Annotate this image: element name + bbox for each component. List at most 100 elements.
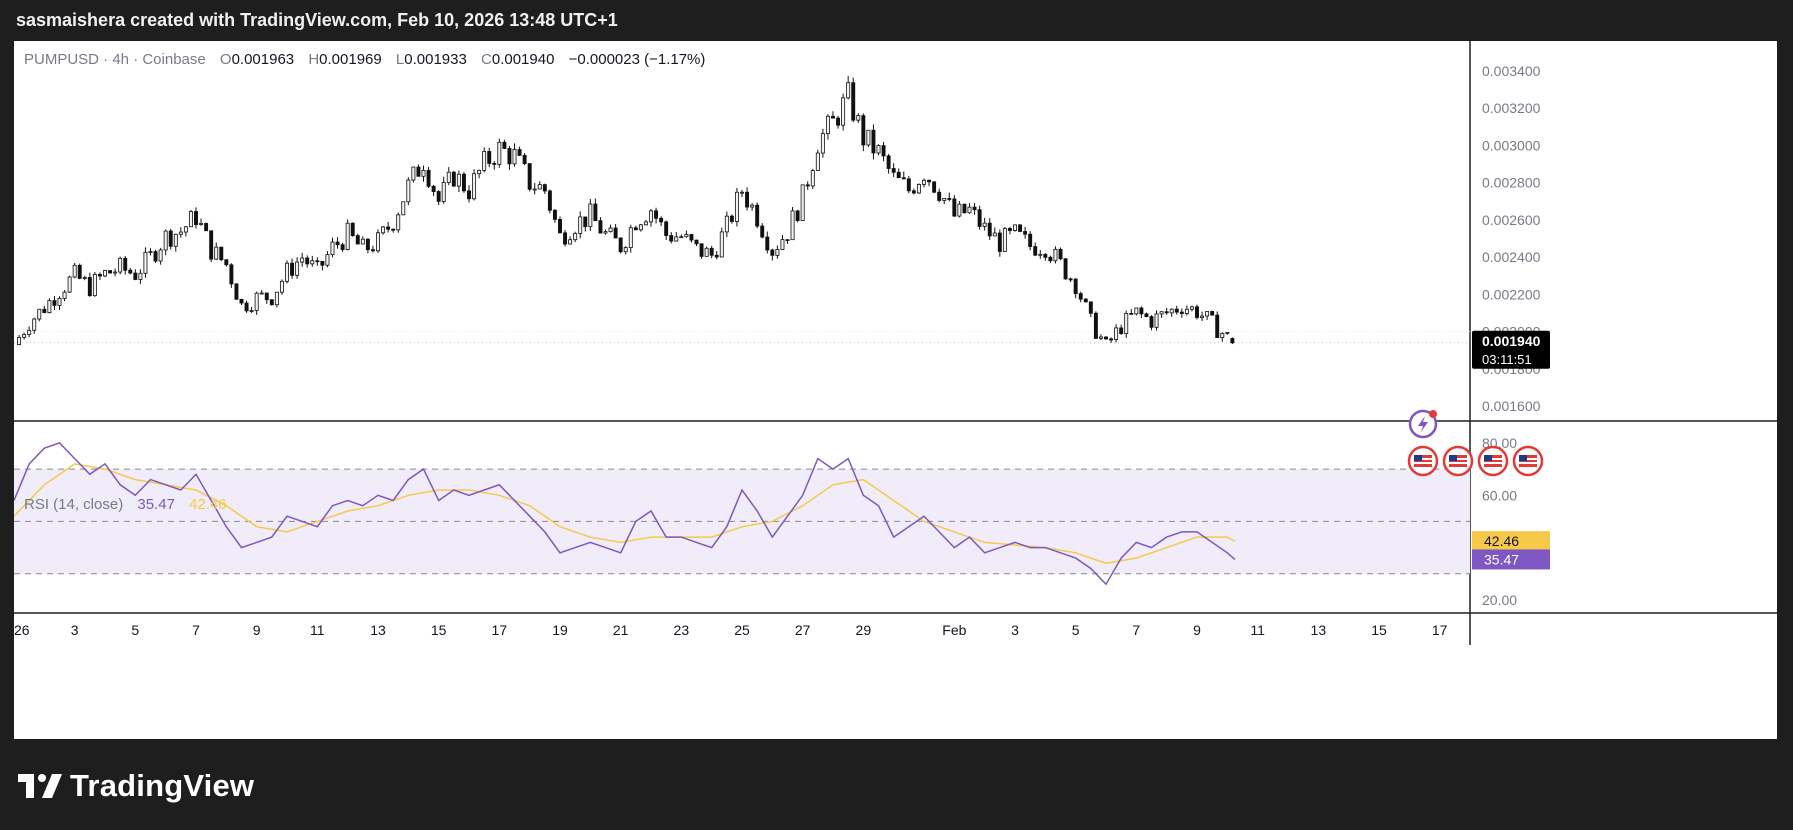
time-axis-tick-label: 23	[674, 622, 690, 638]
candle-body	[1114, 327, 1119, 340]
candle-body	[370, 249, 375, 252]
legend-high-label: H	[308, 51, 319, 68]
candle-body	[724, 215, 729, 233]
time-axis-tick-label: 21	[613, 622, 629, 638]
price-axis-tick-label: 0.003400	[1482, 63, 1541, 79]
chart-canvas[interactable]: 0.003400 0.003200 0.003000 0.002800 0.002600…	[14, 41, 1777, 739]
tradingview-brand[interactable]: TradingView	[18, 768, 254, 804]
candle-body	[249, 310, 254, 312]
candle-body	[603, 231, 608, 234]
candle-body	[153, 251, 158, 262]
candle-body	[583, 216, 588, 228]
candle-body	[1220, 332, 1225, 338]
time-axis-tick-label: 26	[14, 622, 30, 638]
rsi-ma-badge	[1472, 531, 1550, 552]
candle-body	[173, 233, 178, 247]
candle-body	[502, 141, 507, 149]
candle-body	[911, 190, 916, 194]
us-flag-icon[interactable]	[1407, 445, 1439, 477]
candle-body	[219, 246, 224, 261]
candle-body	[1174, 308, 1179, 313]
candle-body	[704, 247, 709, 257]
time-axis-tick-label: 9	[253, 622, 261, 638]
candle-body	[416, 166, 421, 177]
lightning-event-icon[interactable]	[1408, 409, 1438, 439]
candle-body	[396, 214, 401, 231]
candle-body	[563, 232, 568, 245]
candle-body	[649, 210, 653, 223]
candle-body	[729, 215, 734, 222]
candle-body	[578, 216, 583, 234]
candle-body	[431, 185, 436, 192]
candle-body	[542, 184, 547, 192]
candle-body	[1083, 298, 1088, 303]
candle-body	[861, 115, 866, 146]
candle-body	[719, 231, 724, 258]
time-axis-tick-label: Feb	[942, 622, 966, 638]
candle-body	[148, 251, 153, 253]
candle-body	[421, 169, 426, 177]
candle-body	[461, 173, 466, 192]
candle-body	[552, 209, 557, 220]
candle-body	[1225, 332, 1230, 334]
us-flag-icon[interactable]	[1512, 445, 1544, 477]
rsi-ma-badge-value: 42.46	[1484, 533, 1519, 549]
candle-body	[810, 170, 815, 187]
candle-body	[977, 209, 982, 227]
candle-body	[482, 151, 487, 171]
candle-body	[340, 244, 345, 250]
candle-body	[456, 173, 461, 187]
candle-body	[1038, 253, 1043, 256]
candle-body	[1023, 231, 1028, 235]
candle-body	[168, 230, 173, 247]
us-flag-icon[interactable]	[1442, 445, 1474, 477]
candle-body	[512, 149, 517, 165]
candle-body	[315, 260, 320, 263]
time-axis-tick-label: 29	[856, 622, 872, 638]
rsi-ma-line	[14, 463, 1236, 565]
candle-body	[1184, 308, 1189, 314]
candle-body	[57, 298, 62, 306]
price-axis-tick-label: 0.003000	[1482, 137, 1541, 153]
candle-body	[279, 280, 284, 293]
candle-body	[1189, 306, 1194, 310]
candle-body	[22, 334, 27, 338]
rsi-legend: RSI (14, close) 35.47 42.46	[24, 496, 227, 513]
candle-body	[623, 247, 628, 253]
candle-body	[1179, 311, 1184, 314]
candle-body	[259, 292, 264, 295]
candle-body	[593, 203, 598, 222]
candle-body	[1068, 278, 1073, 281]
candle-body	[957, 203, 962, 217]
rsi-layer	[14, 442, 1470, 586]
legend-open-value: 0.001963	[232, 51, 295, 68]
candle-body	[987, 222, 992, 237]
candle-body	[274, 291, 279, 306]
candle-body	[199, 223, 204, 225]
time-axis-tick-label: 15	[1371, 622, 1387, 638]
candle-body	[269, 299, 274, 306]
candle-body	[740, 191, 744, 194]
candle-body	[118, 257, 123, 273]
candle-body	[133, 272, 138, 280]
candle-body	[1007, 228, 1012, 231]
candle-body	[841, 97, 846, 126]
price-legend: PUMPUSD · 4h · Coinbase O0.001963 H0.001…	[24, 51, 705, 68]
time-axis-tick-label: 19	[552, 622, 568, 638]
candle-body	[1093, 312, 1098, 339]
candle-body	[138, 272, 143, 280]
candle-body	[345, 222, 350, 250]
candle-body	[1139, 307, 1144, 315]
candle-body	[300, 257, 305, 263]
candle-body	[527, 163, 532, 190]
candle-body	[1230, 338, 1235, 344]
candle-body	[188, 211, 193, 228]
candle-body	[972, 206, 977, 211]
chart-frame[interactable]: 0.003400 0.003200 0.003000 0.002800 0.002600…	[14, 41, 1777, 739]
candle-body	[1002, 228, 1007, 252]
us-flag-icon[interactable]	[1477, 445, 1509, 477]
candle-body	[355, 235, 360, 245]
candle-body	[1018, 224, 1023, 232]
candle-body	[451, 171, 456, 187]
candle-body	[891, 168, 896, 173]
